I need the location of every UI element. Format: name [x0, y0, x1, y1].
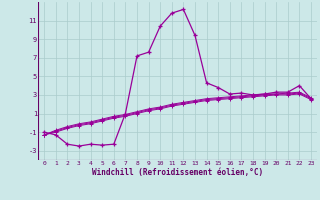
- X-axis label: Windchill (Refroidissement éolien,°C): Windchill (Refroidissement éolien,°C): [92, 168, 263, 177]
